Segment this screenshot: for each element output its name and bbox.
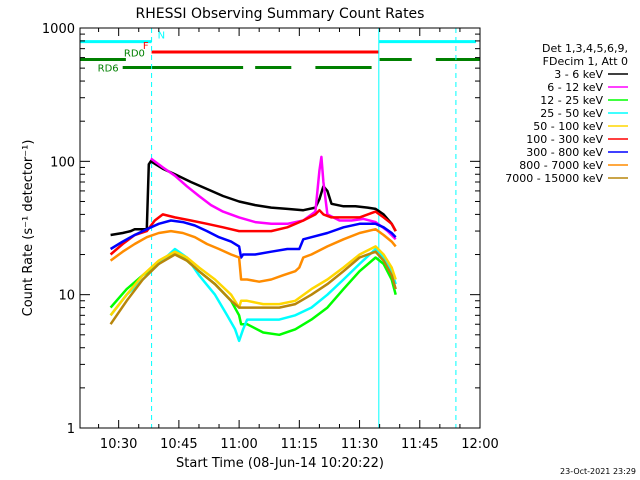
y-tick-label-0: 1 — [67, 422, 75, 437]
series-line-0 — [110, 160, 397, 237]
x-tick-label-1: 10:45 — [160, 437, 197, 452]
legend-label-5: 100 - 300 keV — [526, 133, 603, 146]
x-tick-label-0: 10:30 — [100, 437, 137, 452]
y-tick-label-2: 100 — [50, 155, 75, 170]
legend-label-4: 50 - 100 keV — [533, 120, 603, 133]
legend: Det 1,3,4,5,6,9, FDecim 1, Att 0 3 - 6 k… — [505, 42, 628, 185]
legend-label-0: 3 - 6 keV — [554, 68, 603, 81]
legend-label-6: 300 - 800 keV — [526, 146, 603, 159]
series-line-5 — [109, 208, 397, 256]
series-line-6 — [109, 219, 397, 259]
axis-ticks: 10:30 10:45 11:00 11:15 11:30 11:45 12:00 1 10 10… — [42, 22, 499, 452]
x-tick-label-2: 11:00 — [220, 437, 257, 452]
y-tick-label-1: 10 — [58, 289, 75, 304]
series-line-7 — [109, 227, 397, 283]
legend-header-line-2: FDecim 1, Att 0 — [543, 55, 628, 68]
legend-label-1: 6 - 12 keV — [547, 81, 603, 94]
x-axis-label: Start Time (08-Jun-14 10:20:22) — [176, 456, 384, 471]
series-line-8 — [109, 250, 397, 325]
flag-label-rd6: RD6 — [98, 64, 119, 75]
legend-label-8: 7000 - 15000 keV — [505, 172, 603, 185]
y-axis-label: Count Rate (s⁻¹ detector⁻¹) — [21, 140, 36, 317]
flag-label-f: F — [143, 41, 149, 52]
series-line-3 — [109, 247, 397, 343]
x-tick-label-3: 11:15 — [281, 437, 318, 452]
plot-frame — [79, 27, 481, 429]
chart-title: RHESSI Observing Summary Count Rates — [136, 6, 425, 22]
x-tick-label-6: 12:00 — [461, 437, 498, 452]
y-tick-label-3: 1000 — [42, 22, 75, 37]
legend-header-line-1: Det 1,3,4,5,6,9, — [542, 42, 628, 55]
legend-label-3: 25 - 50 keV — [540, 107, 603, 120]
x-tick-label-5: 11:45 — [401, 437, 438, 452]
series-lines — [109, 155, 397, 343]
legend-label-2: 12 - 25 keV — [540, 94, 603, 107]
footer-timestamp: 23-Oct-2021 23:29 — [560, 467, 636, 476]
x-tick-label-4: 11:30 — [341, 437, 378, 452]
flag-label-rd0: RD0 — [124, 49, 145, 60]
series-line-4 — [109, 245, 397, 317]
flag-label-n: N — [158, 31, 165, 42]
legend-label-7: 800 - 7000 keV — [519, 159, 603, 172]
